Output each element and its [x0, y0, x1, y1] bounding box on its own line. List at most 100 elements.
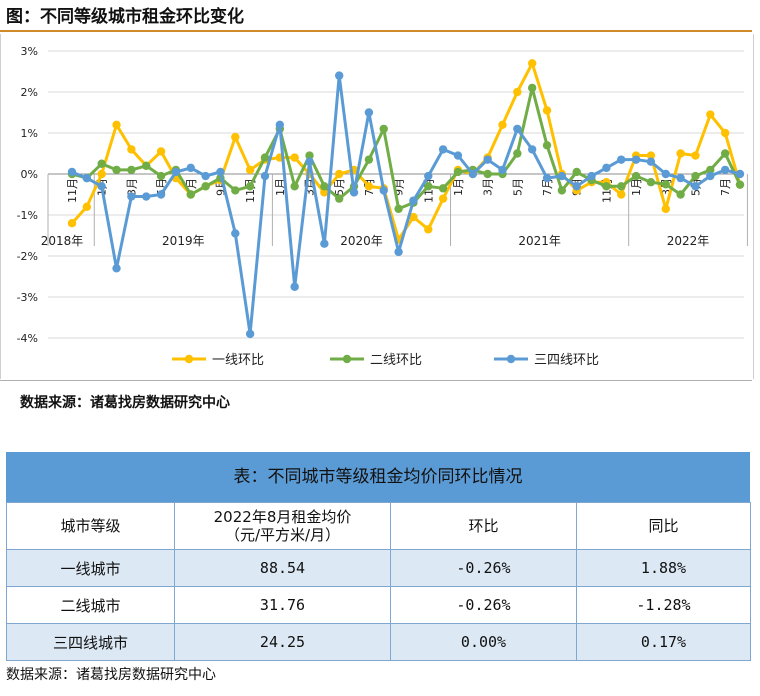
- x-tick-label: 1月: [630, 178, 643, 196]
- x-tick-label: 11月: [244, 178, 257, 203]
- data-point: [156, 147, 166, 156]
- data-point: [542, 141, 552, 150]
- legend-swatch-marker: [506, 354, 516, 364]
- data-point: [513, 124, 522, 134]
- data-point: [438, 145, 448, 154]
- data-point: [364, 155, 374, 164]
- cell-mom: 0.00%: [390, 623, 577, 661]
- y-tick-label: -3%: [17, 291, 38, 304]
- data-point: [438, 194, 448, 203]
- data-point: [646, 157, 656, 166]
- data-point: [735, 169, 745, 179]
- data-point: [320, 239, 329, 248]
- data-point: [706, 110, 715, 119]
- data-point: [720, 149, 730, 158]
- data-point: [335, 194, 344, 203]
- data-point: [542, 106, 552, 115]
- data-point: [691, 171, 700, 181]
- data-point: [82, 173, 92, 183]
- data-point: [216, 167, 225, 177]
- data-point: [572, 167, 581, 177]
- header-mom: 环比: [390, 502, 577, 550]
- data-point: [231, 132, 240, 142]
- data-point: [617, 190, 626, 199]
- series-line: [70, 61, 742, 242]
- title-rule: [0, 30, 752, 32]
- data-point: [127, 145, 136, 154]
- data-point: [720, 165, 730, 175]
- year-label: 2019年: [162, 234, 205, 248]
- legend-swatch-marker: [342, 354, 352, 364]
- data-point: [617, 182, 626, 191]
- data-point: [720, 128, 730, 138]
- data-point: [349, 188, 359, 197]
- x-tick-label: 3月: [125, 178, 138, 196]
- cell-yoy: -1.28%: [576, 586, 751, 624]
- data-point: [186, 190, 195, 199]
- header-tier: 城市等级: [6, 502, 175, 550]
- cell-yoy: 0.17%: [576, 623, 751, 661]
- chart-bottom-rule: [0, 380, 752, 381]
- data-point: [661, 169, 670, 179]
- data-point: [305, 157, 314, 166]
- data-point: [438, 184, 448, 193]
- data-point: [602, 163, 611, 173]
- y-tick-label: 2%: [21, 86, 38, 99]
- data-point: [142, 192, 151, 201]
- series-layer: [67, 59, 745, 339]
- data-point: [231, 186, 240, 195]
- data-point: [409, 212, 418, 222]
- x-tick-label: 3月: [482, 178, 495, 196]
- cell-mom: -0.26%: [390, 549, 577, 587]
- year-label: 2021年: [518, 234, 561, 248]
- y-tick-label: 3%: [21, 45, 38, 58]
- x-tick-label: 5月: [333, 178, 346, 196]
- data-point: [409, 196, 418, 205]
- table-row: 二线城市 31.76 -0.26% -1.28%: [6, 586, 751, 624]
- data-point: [706, 165, 715, 175]
- data-point: [320, 182, 329, 191]
- data-point: [290, 282, 299, 291]
- grid-lines: [48, 50, 744, 339]
- data-point: [231, 229, 240, 238]
- year-label: 2022年: [667, 234, 710, 248]
- data-point: [156, 190, 166, 199]
- data-point: [245, 165, 255, 175]
- data-point: [527, 83, 537, 93]
- data-point: [453, 151, 463, 160]
- table-title: 表：不同城市等级租金均价同环比情况: [6, 452, 750, 502]
- data-point: [364, 108, 374, 117]
- data-point: [364, 182, 374, 191]
- data-point: [661, 204, 670, 214]
- table-header-row: 城市等级 2022年8月租金均价 （元/平方米/月） 环比 同比: [6, 502, 751, 550]
- table-row: 一线城市 88.54 -0.26% 1.88%: [6, 549, 751, 587]
- legend-label: 一线环比: [212, 353, 264, 368]
- data-point: [394, 204, 403, 214]
- legend-swatch-marker: [184, 354, 194, 364]
- chart-frame: [0, 34, 754, 379]
- cell-tier: 三四线城市: [6, 623, 175, 661]
- data-point: [82, 202, 92, 211]
- data-point: [305, 151, 314, 160]
- data-point: [67, 167, 77, 177]
- y-tick-label: -2%: [17, 250, 38, 263]
- data-point: [394, 247, 403, 257]
- data-point: [201, 171, 210, 181]
- y-tick-label: 1%: [21, 127, 38, 140]
- data-point: [661, 180, 670, 189]
- y-tick-label: -1%: [17, 209, 38, 222]
- data-point: [527, 59, 537, 68]
- header-price: 2022年8月租金均价 （元/平方米/月）: [174, 502, 391, 550]
- data-point: [498, 120, 507, 129]
- data-point: [676, 173, 685, 183]
- data-point: [602, 182, 611, 191]
- header-price-line1: 2022年8月租金均价: [213, 508, 352, 526]
- cell-tier: 一线城市: [6, 549, 175, 587]
- x-tick-label: 1月: [274, 178, 287, 196]
- x-tick-label: 1月: [452, 178, 465, 196]
- rent-change-line-chart: 3%2%1%0%-1%-2%-3%-4% 11月1月3月5月7月9月11月1月3…: [17, 45, 748, 368]
- data-point: [483, 169, 492, 179]
- rent-table: 表：不同城市等级租金均价同环比情况 城市等级 2022年8月租金均价 （元/平方…: [6, 452, 751, 661]
- data-point: [587, 171, 596, 181]
- cell-price: 31.76: [174, 586, 391, 624]
